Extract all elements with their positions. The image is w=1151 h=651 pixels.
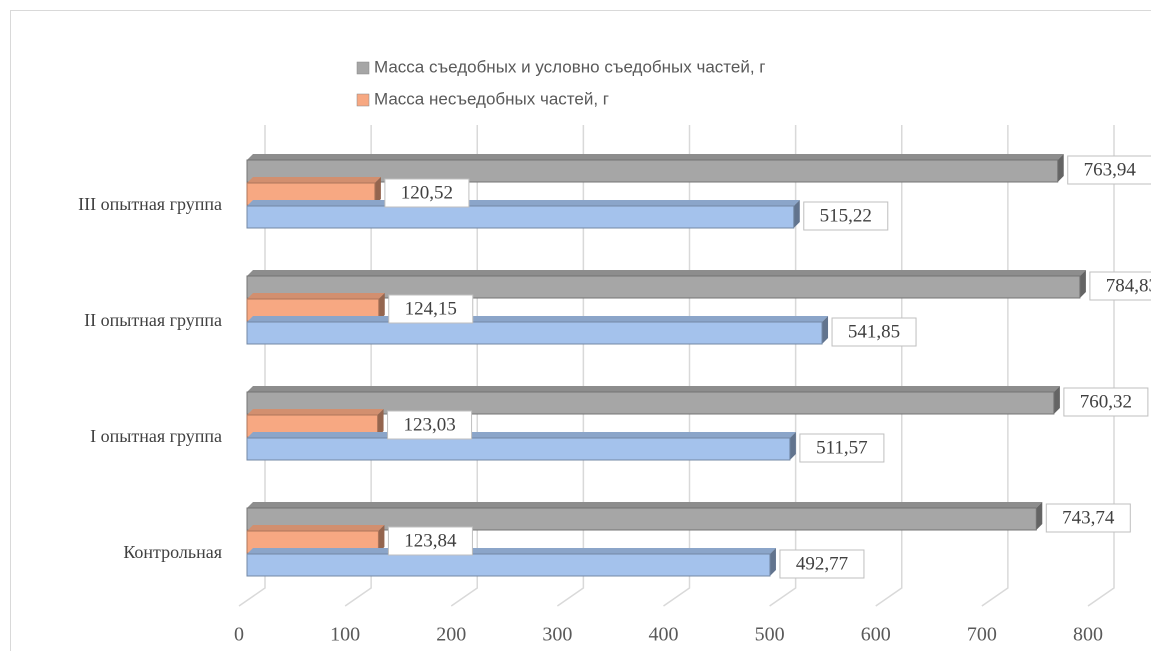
- bar-front: [246, 391, 1055, 415]
- grid-line: [1087, 125, 1115, 607]
- x-tick-label: 600: [861, 624, 891, 646]
- legend-label: Масса несъедобных частей, г: [374, 89, 609, 108]
- bar-front: [246, 321, 823, 345]
- x-tick-label: 0: [234, 624, 244, 646]
- bar: [246, 177, 381, 206]
- data-label: 120,52: [401, 182, 453, 203]
- data-label: 511,57: [816, 437, 868, 458]
- x-tick-label: 300: [542, 624, 572, 646]
- bar-top: [247, 316, 829, 322]
- bar-top: [247, 177, 381, 183]
- data-label-box: [1045, 503, 1131, 533]
- grid-line: [769, 125, 797, 607]
- bar-side: [793, 200, 800, 228]
- bar: [246, 386, 1060, 415]
- y-tick-label: I опытная группа: [90, 426, 222, 446]
- bar: [246, 316, 829, 345]
- bar-side: [822, 316, 829, 344]
- data-label: 492,77: [796, 553, 848, 574]
- legend-label: Масса съедобных и условно съедобных част…: [374, 57, 765, 76]
- bar-front: [246, 553, 771, 577]
- x-tick-label: 700: [967, 624, 997, 646]
- bar-side: [374, 177, 381, 205]
- bar-front: [246, 205, 795, 229]
- bar: [246, 154, 1064, 183]
- legend-swatch: [356, 61, 370, 75]
- bar: [246, 270, 1086, 299]
- data-label-box: [387, 410, 473, 440]
- data-label-box: [831, 317, 917, 347]
- data-label: 784,83: [1106, 275, 1151, 296]
- data-label-box: [803, 201, 889, 231]
- bar: [246, 548, 776, 577]
- x-tick-label: 100: [330, 624, 360, 646]
- bar-front: [246, 275, 1081, 299]
- y-tick-label: II опытная группа: [84, 310, 222, 330]
- chart-border: [10, 10, 1151, 651]
- grid-line: [981, 125, 1009, 607]
- data-label: 541,85: [848, 321, 900, 342]
- x-tick-label: 200: [436, 624, 466, 646]
- bar-top: [247, 154, 1064, 160]
- bar-top: [247, 502, 1043, 508]
- x-tick-label: 500: [755, 624, 785, 646]
- bar-top: [247, 293, 385, 299]
- bar-front: [246, 507, 1037, 531]
- bar: [246, 432, 796, 461]
- data-label-box: [1067, 155, 1151, 185]
- bar-top: [247, 270, 1086, 276]
- bar-top: [247, 432, 796, 438]
- data-label: 760,32: [1080, 391, 1132, 412]
- bar: [246, 293, 385, 322]
- data-label: 743,74: [1062, 507, 1115, 528]
- data-label: 124,15: [405, 298, 457, 319]
- bar-side: [1053, 386, 1060, 414]
- data-label-box: [1089, 271, 1151, 301]
- bar-top: [247, 386, 1060, 392]
- bar: [246, 200, 800, 229]
- bar-side: [378, 525, 385, 553]
- bar-top: [247, 548, 776, 554]
- bar-side: [1036, 502, 1043, 530]
- data-label-box: [388, 294, 474, 324]
- grid-line: [875, 125, 903, 607]
- bar-side: [377, 409, 384, 437]
- data-label-box: [1063, 387, 1149, 417]
- data-label: 515,22: [820, 205, 872, 226]
- data-label-box: [384, 178, 470, 208]
- bar-side: [789, 432, 796, 460]
- data-label: 763,94: [1084, 159, 1137, 180]
- legend-swatch: [356, 93, 370, 107]
- bar-side: [1057, 154, 1064, 182]
- data-label-box: [779, 549, 865, 579]
- x-tick-label: 400: [649, 624, 679, 646]
- bar-top: [247, 409, 384, 415]
- bar-side: [1079, 270, 1086, 298]
- bar-front: [246, 437, 791, 461]
- bar-top: [247, 525, 385, 531]
- y-tick-label: III опытная группа: [78, 194, 222, 214]
- data-label: 123,84: [404, 530, 457, 551]
- bar-top: [247, 200, 800, 206]
- grid-line: [663, 125, 691, 607]
- data-label: 123,03: [403, 414, 455, 435]
- data-label-box: [387, 526, 473, 556]
- bar-side: [769, 548, 776, 576]
- bar-side: [378, 293, 385, 321]
- grid-line: [556, 125, 585, 607]
- bar-front: [246, 159, 1059, 183]
- bar: [246, 409, 384, 438]
- data-label-box: [799, 433, 885, 463]
- bar: [246, 525, 385, 554]
- x-tick-label: 800: [1073, 624, 1103, 646]
- y-tick-label: Контрольная: [123, 542, 222, 562]
- bar: [246, 502, 1043, 531]
